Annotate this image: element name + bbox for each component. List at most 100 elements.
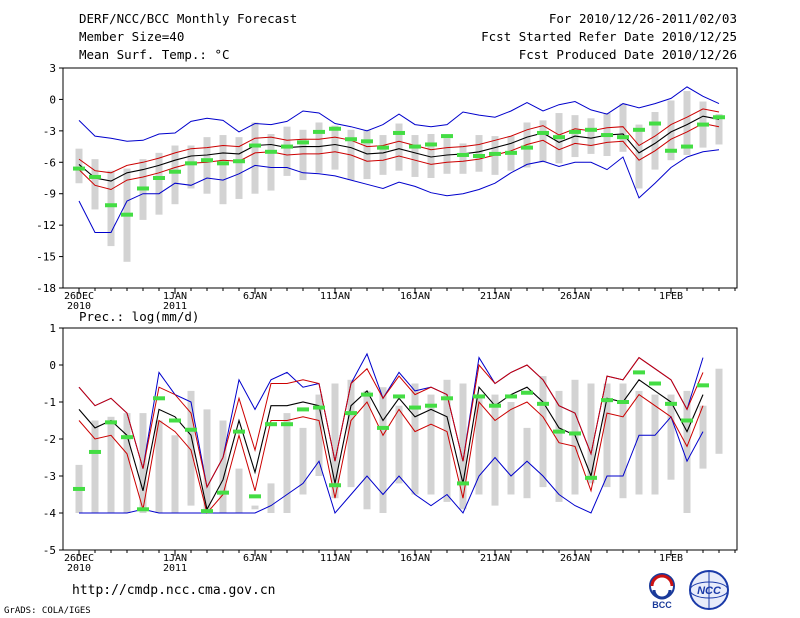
median-marker	[361, 139, 373, 144]
ensemble-box	[187, 145, 195, 189]
ensemble-box	[459, 143, 467, 174]
y-tick-label: -2	[43, 433, 56, 446]
median-marker	[297, 140, 309, 145]
median-marker	[505, 394, 517, 399]
median-marker	[713, 115, 725, 120]
y-tick-label: 1	[49, 322, 56, 335]
median-marker	[297, 407, 309, 412]
median-marker	[697, 383, 709, 388]
x-tick-label: 1FEB	[659, 553, 683, 564]
median-marker	[665, 401, 677, 406]
median-marker	[121, 435, 133, 440]
ensemble-box	[315, 394, 323, 476]
median-marker	[601, 133, 613, 138]
ensemble-box	[683, 91, 691, 155]
median-marker	[569, 129, 581, 134]
ensemble-box	[171, 145, 179, 205]
median-marker	[249, 143, 261, 148]
precip-panel-title: Prec.: log(mm/d)	[79, 309, 199, 324]
y-tick-label: -4	[43, 507, 57, 520]
x-tick-label: 21JAN	[480, 553, 510, 564]
ensemble-box	[587, 118, 595, 154]
median-marker	[105, 203, 117, 208]
median-marker	[409, 405, 421, 410]
median-marker	[521, 145, 533, 150]
ensemble-box	[331, 383, 339, 499]
ensemble-box	[411, 383, 419, 495]
median-marker	[649, 381, 661, 386]
median-marker	[313, 405, 325, 410]
median-marker	[489, 151, 501, 156]
ensemble-box	[507, 402, 515, 495]
y-tick-label: -12	[36, 219, 56, 232]
ensemble-box	[219, 135, 227, 205]
median-marker	[89, 449, 101, 454]
ensemble-box	[299, 129, 307, 181]
ensemble-box	[715, 114, 723, 145]
ensemble-box	[203, 137, 211, 194]
median-marker	[633, 370, 645, 375]
median-marker	[137, 186, 149, 191]
median-marker	[457, 481, 469, 486]
median-marker	[345, 137, 357, 142]
ensemble-box	[699, 405, 707, 469]
spread-upper-line	[78, 108, 720, 174]
median-marker	[569, 431, 581, 436]
ensemble-box	[251, 505, 259, 510]
ensemble-box	[171, 435, 179, 513]
median-marker	[217, 161, 229, 166]
median-marker	[329, 483, 341, 488]
median-marker	[409, 144, 421, 149]
envelope-min-line	[79, 415, 704, 515]
median-marker	[681, 144, 693, 149]
spread-lower-line	[78, 393, 704, 515]
y-tick-label: 0	[49, 93, 56, 106]
variable-label: Mean Surf. Temp.: °C	[79, 47, 230, 62]
ensemble-box	[635, 390, 643, 495]
ncc-logo: NCC	[689, 570, 729, 610]
svg-text:BCC: BCC	[652, 600, 672, 610]
median-marker	[393, 394, 405, 399]
median-marker	[585, 475, 597, 480]
x-tick-label: 21JAN	[480, 291, 510, 302]
ensemble-box	[107, 416, 115, 513]
member-size: Member Size=40	[79, 29, 185, 44]
x-tick-label: 6JAN	[243, 291, 267, 302]
median-marker	[137, 507, 149, 512]
ensemble-box	[651, 112, 659, 170]
ensemble-box	[683, 390, 691, 513]
median-marker	[633, 127, 645, 132]
median-marker	[233, 429, 245, 434]
plot-frame	[62, 67, 738, 289]
source-url[interactable]: http://cmdp.ncc.cma.gov.cn	[72, 583, 276, 598]
median-marker	[377, 425, 389, 430]
ensemble-box	[619, 103, 627, 152]
ensemble-box	[75, 148, 83, 184]
ensemble-box	[443, 138, 451, 174]
median-marker	[89, 174, 101, 179]
ensemble-box	[395, 123, 403, 171]
median-marker	[201, 509, 213, 514]
ensemble-box	[107, 170, 115, 247]
median-marker	[617, 400, 629, 404]
median-marker	[457, 152, 469, 157]
bcc-logo: BCC	[649, 573, 675, 610]
median-marker	[425, 403, 437, 408]
median-marker	[697, 122, 709, 127]
median-marker	[665, 148, 677, 153]
y-tick-label: -3	[43, 125, 56, 138]
ensemble-box	[267, 483, 275, 513]
median-marker	[537, 401, 549, 406]
y-tick-label: -9	[43, 188, 56, 201]
ensemble-box	[315, 122, 323, 173]
ensemble-box	[379, 387, 387, 513]
median-marker	[649, 121, 661, 126]
median-marker	[169, 169, 181, 174]
ensemble-box	[395, 405, 403, 484]
x-tick-label: 26DEC	[64, 553, 94, 564]
median-marker	[281, 144, 293, 149]
median-marker	[329, 126, 341, 131]
ensemble-box	[539, 376, 547, 488]
ensemble-box	[123, 413, 131, 513]
